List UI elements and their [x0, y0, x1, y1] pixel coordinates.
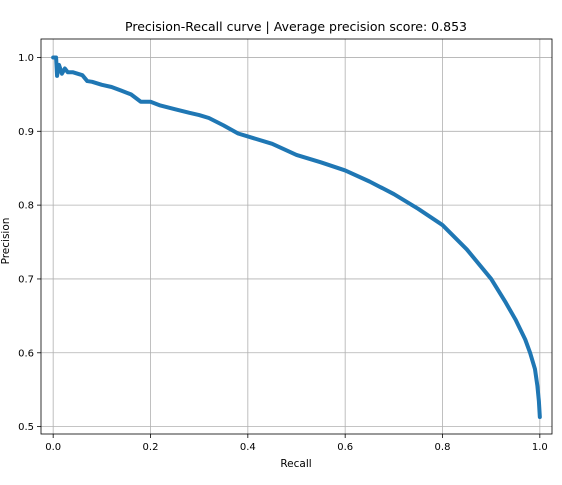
plot-frame — [40, 38, 553, 435]
x-tick-label: 0.2 — [143, 442, 159, 453]
y-tick-label: 0.9 — [18, 127, 34, 138]
y-tick-label: 0.8 — [18, 201, 34, 212]
x-tick-label: 0.4 — [240, 442, 256, 453]
y-tick-label: 0.7 — [18, 274, 34, 285]
x-tick-label: 0.0 — [45, 442, 61, 453]
y-tick-label: 0.6 — [18, 348, 34, 359]
x-tick-label: 0.8 — [435, 442, 451, 453]
x-tick-label: 1.0 — [532, 442, 548, 453]
y-tick-label: 1.0 — [18, 53, 34, 64]
x-axis-label: Recall — [280, 458, 311, 470]
y-tick-label: 0.5 — [18, 422, 34, 433]
axis-ticks: 0.0 0.2 0.4 0.6 0.8 1.0 0.5 0.6 0.7 0.8 0.9 1.0 — [18, 53, 548, 453]
grid — [41, 39, 552, 434]
y-axis-label: Precision — [0, 218, 12, 265]
x-tick-label: 0.6 — [337, 442, 353, 453]
series-line — [51, 55, 542, 420]
chart-title: Precision-Recall curve | Average precisi… — [125, 19, 467, 34]
